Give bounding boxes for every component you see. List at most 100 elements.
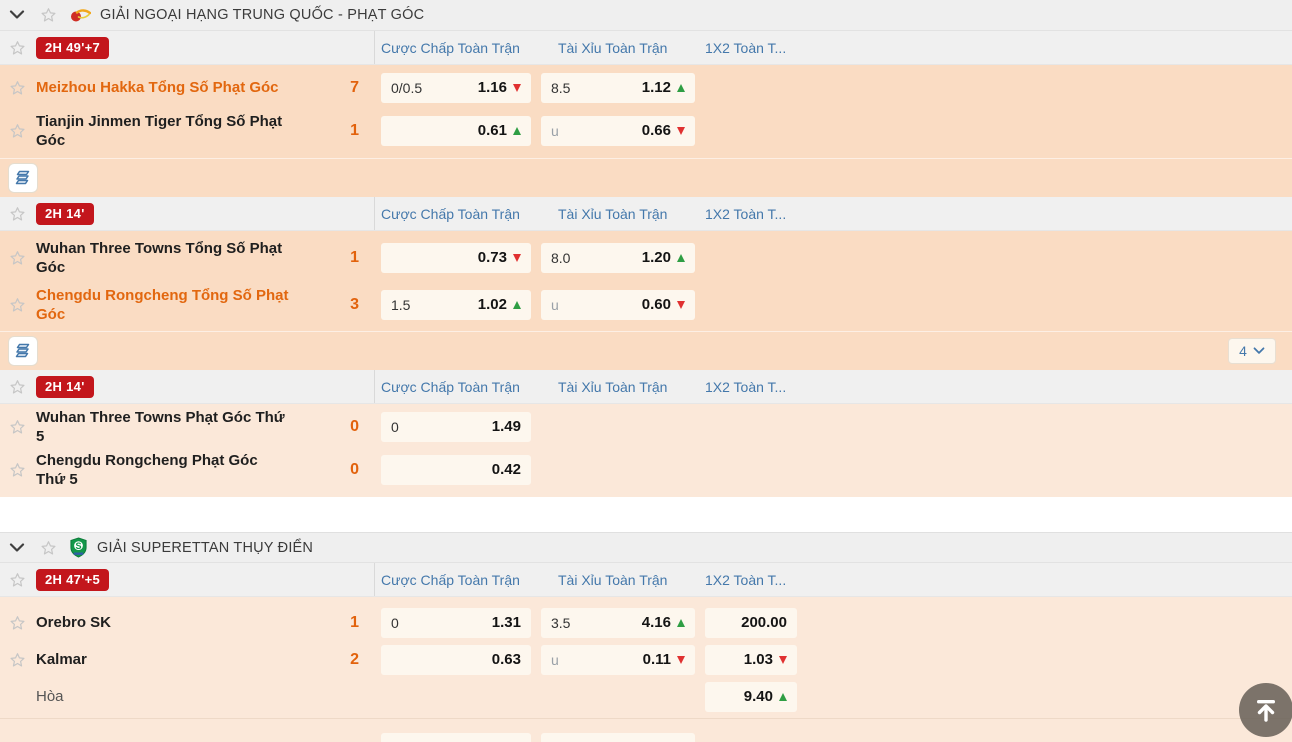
more-bets-button[interactable] <box>8 163 38 193</box>
column-header-handicap[interactable]: Cược Chấp Toàn Trận <box>381 205 520 222</box>
chevron-down-icon[interactable] <box>8 6 26 24</box>
handicap-line: 0 <box>391 614 399 631</box>
column-header-1x2[interactable]: 1X2 Toàn T... <box>705 39 787 56</box>
match-favorite-star-icon[interactable] <box>8 39 27 57</box>
odds-cell-handicap-away[interactable]: 0.61 <box>381 115 531 146</box>
odds-cell-under[interactable]: u 0.11 <box>541 644 695 675</box>
team-name: Wuhan Three Towns Phạt Góc Thứ 5 <box>36 408 285 445</box>
match2-home-row: Wuhan Three Towns Tổng Số Phạt Góc 1 0.7… <box>0 234 1292 281</box>
team-score: 7 <box>350 78 359 96</box>
match4-body: Orebro SK 1 0 1.31 3.5 4.16 200.00 <box>0 597 1292 742</box>
more-bets-button[interactable] <box>8 336 38 366</box>
team-favorite-star-icon[interactable] <box>8 614 27 632</box>
handicap-line: 0/0.5 <box>391 79 423 96</box>
chevron-down-icon[interactable] <box>8 539 26 557</box>
odds-cell-over[interactable]: 3.5/4 6.25 <box>541 733 695 742</box>
odds-cell-handicap[interactable]: 0.14 <box>381 733 531 742</box>
match3-away-left: Chengdu Rongcheng Phạt Góc Thứ 5 0 <box>0 451 375 489</box>
odds-value: 1.02 <box>477 296 507 313</box>
match3-header-left: 2H 14' <box>0 370 375 403</box>
odds-cell-draw[interactable]: 9.40 <box>705 681 797 712</box>
column-header-over-under[interactable]: Tài Xỉu Toàn Trận <box>558 571 668 588</box>
odds-value: 1.16 <box>477 79 507 96</box>
team-favorite-star-icon[interactable] <box>8 79 27 97</box>
odds-cell-handicap-home[interactable]: 0 1.49 <box>381 411 531 442</box>
column-header-over-under[interactable]: Tài Xỉu Toàn Trận <box>558 39 668 56</box>
match2-header-left: 2H 14' <box>0 197 375 230</box>
handicap-line: 0 <box>391 418 399 435</box>
match4-draw-left: Hòa <box>0 687 375 706</box>
trend-down-icon <box>513 253 521 262</box>
odds-cell-handicap-home[interactable]: 0/0.5 1.16 <box>381 72 531 103</box>
match1-header: 2H 49'+7 Cược Chấp Toàn Trận Tài Xỉu Toà… <box>0 31 1292 65</box>
lines-count-dropdown[interactable]: 4 <box>1228 338 1276 364</box>
odds-cell-handicap-home[interactable]: 0.73 <box>381 242 531 273</box>
column-header-handicap[interactable]: Cược Chấp Toàn Trận <box>381 571 520 588</box>
column-header-1x2[interactable]: 1X2 Toàn T... <box>705 378 787 395</box>
match2-odds-row2: 1.5 1.02 u 0.60 <box>375 289 797 320</box>
match3-body: Wuhan Three Towns Phạt Góc Thứ 5 0 0 1.4… <box>0 404 1292 497</box>
trend-down-icon <box>513 83 521 92</box>
odds-cell-handicap-away[interactable]: 1.5 1.02 <box>381 289 531 320</box>
trend-up-icon <box>779 692 787 701</box>
column-header-over-under[interactable]: Tài Xỉu Toàn Trận <box>558 378 668 395</box>
live-time-badge: 2H 14' <box>36 202 94 225</box>
match4-odds-row3: 9.40 <box>375 681 797 712</box>
odds-cell-handicap-away[interactable]: 0.63 <box>381 644 531 675</box>
league-header-1: GIẢI NGOẠI HẠNG TRUNG QUỐC - PHẠT GÓC <box>0 0 1292 31</box>
odds-cell-home-win[interactable]: 200.00 <box>705 607 797 638</box>
odds-cell-handicap-home[interactable]: 0 1.31 <box>381 607 531 638</box>
odds-column-headers: Cược Chấp Toàn Trận Tài Xỉu Toàn Trận 1X… <box>375 370 797 403</box>
column-header-1x2[interactable]: 1X2 Toàn T... <box>705 571 787 588</box>
team-favorite-star-icon[interactable] <box>8 461 27 479</box>
team-score: 1 <box>350 613 359 631</box>
match-favorite-star-icon[interactable] <box>8 571 27 589</box>
match-favorite-star-icon[interactable] <box>8 378 27 396</box>
team-favorite-star-icon[interactable] <box>8 651 27 669</box>
match2-odds-row1: 0.73 8.0 1.20 <box>375 242 797 273</box>
odds-cell-over[interactable]: 8.0 1.20 <box>541 242 695 273</box>
team-favorite-star-icon[interactable] <box>8 418 27 436</box>
scroll-to-top-button[interactable] <box>1239 683 1292 737</box>
match-favorite-star-icon[interactable] <box>8 205 27 223</box>
odds-cell-over[interactable]: 3.5 4.16 <box>541 607 695 638</box>
svg-text:S: S <box>75 541 81 551</box>
under-line: u <box>551 296 559 313</box>
trend-up-icon <box>677 253 685 262</box>
odds-value: 0.60 <box>641 296 671 313</box>
team-score: 3 <box>350 295 359 313</box>
column-header-over-under[interactable]: Tài Xỉu Toàn Trận <box>558 205 668 222</box>
chevron-down-icon <box>1253 347 1265 354</box>
odds-cell-under[interactable]: u 0.66 <box>541 115 695 146</box>
column-header-handicap[interactable]: Cược Chấp Toàn Trận <box>381 39 520 56</box>
odds-cell-handicap-away[interactable]: 0.42 <box>381 454 531 485</box>
team-favorite-star-icon[interactable] <box>8 296 27 314</box>
league-title: GIẢI NGOẠI HẠNG TRUNG QUỐC - PHẠT GÓC <box>100 7 425 23</box>
odds-cell-away-win[interactable]: 1.03 <box>705 644 797 675</box>
odds-value: 0.61 <box>477 122 507 139</box>
team-score: 1 <box>350 248 359 266</box>
match3-away-row: Chengdu Rongcheng Phạt Góc Thứ 5 0 0.42 <box>0 445 1292 494</box>
odds-value: 4.16 <box>641 614 671 631</box>
league-logo-icon: S <box>69 537 88 558</box>
team-name: Meizhou Hakka Tổng Số Phạt Góc <box>36 79 279 96</box>
team-favorite-star-icon[interactable] <box>8 122 27 140</box>
match1-home-left: Meizhou Hakka Tổng Số Phạt Góc 7 <box>0 78 375 97</box>
match1-body: Meizhou Hakka Tổng Số Phạt Góc 7 0/0.5 1… <box>0 65 1292 158</box>
team-name: Wuhan Three Towns Tổng Số Phạt Góc <box>36 239 283 276</box>
league-favorite-star-icon[interactable] <box>39 6 58 24</box>
odds-cell-over[interactable]: 8.5 1.12 <box>541 72 695 103</box>
odds-cell-under[interactable]: u 0.60 <box>541 289 695 320</box>
match4-header: 2H 47'+5 Cược Chấp Toàn Trận Tài Xỉu Toà… <box>0 563 1292 597</box>
over-line: 8.5 <box>551 79 571 96</box>
team-favorite-star-icon[interactable] <box>8 249 27 267</box>
draw-label: Hòa <box>36 688 64 705</box>
column-header-handicap[interactable]: Cược Chấp Toàn Trận <box>381 378 520 395</box>
team-name: Kalmar <box>36 651 87 668</box>
odds-column-headers: Cược Chấp Toàn Trận Tài Xỉu Toàn Trận 1X… <box>375 31 797 64</box>
match1-odds-row1: 0/0.5 1.16 8.5 1.12 <box>375 72 797 103</box>
match4-away-row: Kalmar 2 0.63 u 0.11 1.03 <box>0 641 1292 678</box>
column-header-1x2[interactable]: 1X2 Toàn T... <box>705 205 787 222</box>
league-favorite-star-icon[interactable] <box>39 539 58 557</box>
